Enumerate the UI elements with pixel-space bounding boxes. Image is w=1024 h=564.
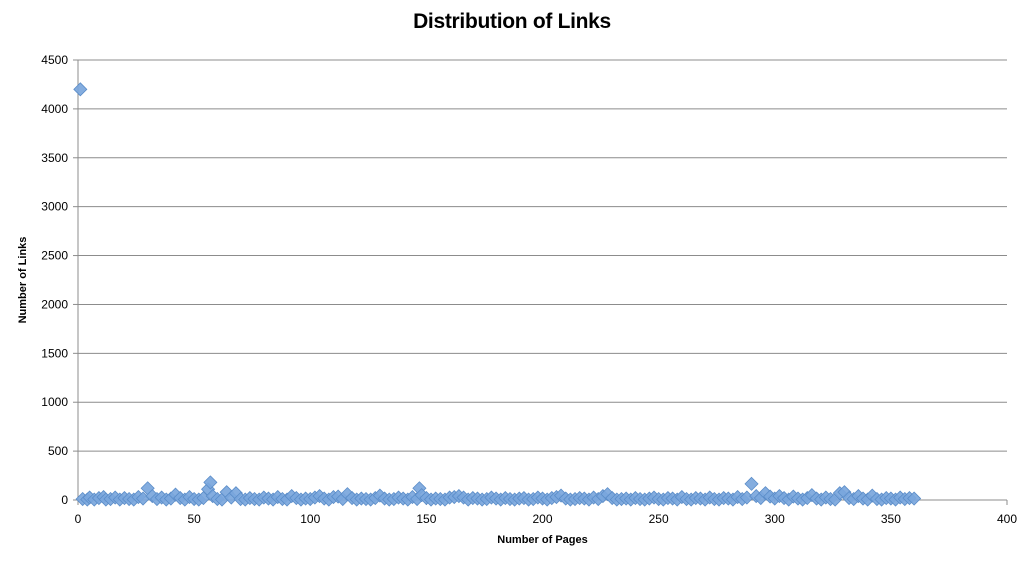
data-points: [73, 82, 922, 507]
data-point: [907, 491, 922, 506]
x-tick-label: 200: [532, 512, 552, 526]
x-tick-label: 0: [75, 512, 82, 526]
data-point: [203, 475, 218, 490]
y-tick-label: 3500: [41, 151, 68, 165]
data-point: [744, 476, 759, 491]
y-tick-label: 1000: [41, 395, 68, 409]
chart-title: Distribution of Links: [413, 10, 611, 33]
x-tick-labels: 0 50 100 150 200 250 300 350 400: [75, 512, 1018, 526]
y-tick-label: 500: [48, 444, 68, 458]
y-tick-label: 0: [61, 493, 68, 507]
x-tick-label: 350: [881, 512, 901, 526]
data-point: [73, 82, 88, 97]
y-tick-labels: 0 500 1000 1500 2000 2500 3000 3500 4000 4500: [41, 53, 68, 507]
y-tick-label: 2500: [41, 249, 68, 263]
x-tick-label: 100: [300, 512, 320, 526]
x-tick-label: 300: [765, 512, 785, 526]
y-tick-label: 1500: [41, 346, 68, 360]
y-axis-title: Number of Links: [17, 237, 29, 324]
x-tick-label: 400: [997, 512, 1017, 526]
y-tick-label: 4000: [41, 102, 68, 116]
x-axis-title: Number of Pages: [497, 534, 587, 546]
gridlines: [78, 59, 1007, 452]
x-tick-label: 50: [187, 512, 201, 526]
x-tick-label: 250: [649, 512, 669, 526]
axes: [73, 59, 1008, 505]
y-tick-label: 2000: [41, 297, 68, 311]
y-tick-label: 3000: [41, 200, 68, 214]
y-tick-label: 4500: [41, 53, 68, 67]
x-tick-label: 150: [416, 512, 436, 526]
